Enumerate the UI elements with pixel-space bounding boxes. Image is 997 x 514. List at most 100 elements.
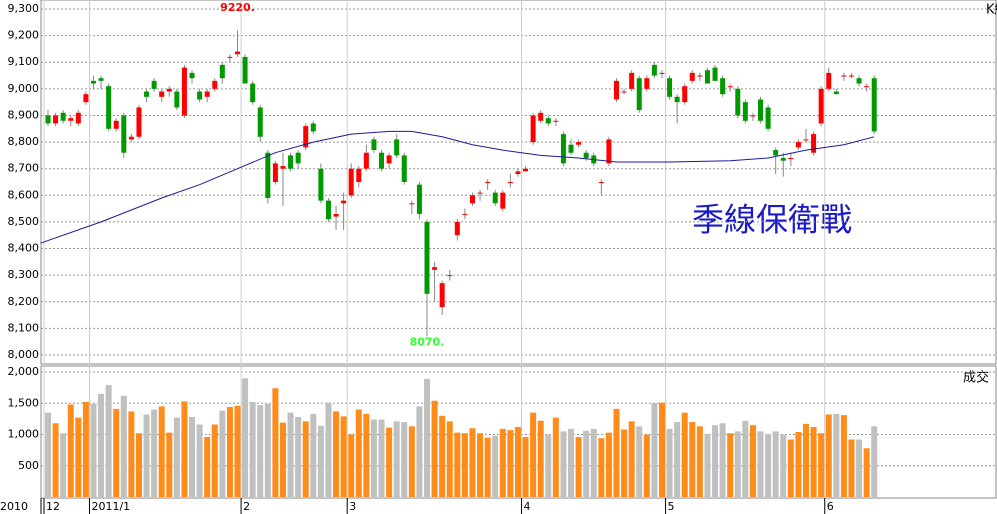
- candle-body: [439, 283, 445, 308]
- candle-body: [477, 192, 483, 194]
- candle-body: [325, 200, 331, 220]
- volume-bar: [666, 428, 673, 497]
- candle-body: [113, 120, 119, 129]
- y-tick-label: 8,300: [8, 268, 40, 281]
- x-tick-label: 3: [349, 500, 356, 513]
- y-tick-label: 9,000: [8, 82, 40, 95]
- volume-bar: [317, 425, 324, 497]
- volume-bar: [795, 432, 802, 497]
- candle-body: [151, 80, 157, 89]
- candle-body: [90, 80, 96, 84]
- candle-body: [492, 192, 498, 204]
- candle-body: [303, 126, 309, 148]
- candle-body: [606, 139, 612, 164]
- candle-body: [871, 78, 877, 132]
- candle-body: [219, 64, 225, 79]
- candle-body: [636, 78, 642, 111]
- candle-body: [288, 155, 294, 169]
- volume-bar: [605, 432, 612, 497]
- volume-bar: [226, 407, 233, 497]
- volume-bar: [287, 412, 294, 497]
- volume-bar: [348, 434, 355, 497]
- volume-bar: [643, 434, 650, 497]
- volume-bar: [461, 433, 468, 497]
- candle-body: [720, 78, 726, 95]
- candle-body: [250, 83, 256, 103]
- volume-bar: [75, 417, 82, 497]
- candle-body: [780, 158, 786, 161]
- volume-bar: [242, 378, 249, 497]
- y-tick-label: 9,100: [8, 55, 40, 68]
- volume-bar: [378, 419, 385, 497]
- candle-body: [212, 80, 218, 89]
- candle-body: [765, 107, 771, 129]
- y-tick-label: 8,700: [8, 162, 40, 175]
- volume-bar: [492, 435, 499, 497]
- volume-bar: [416, 406, 423, 497]
- volume-bar: [514, 427, 521, 497]
- y-tick-label: 8,900: [8, 108, 40, 121]
- y-tick-label: 8,800: [8, 135, 40, 148]
- volume-bar: [575, 437, 582, 497]
- annotation: 9220.: [220, 1, 255, 14]
- volume-bar: [613, 408, 620, 497]
- volume-bar: [204, 437, 211, 497]
- x-tick-label: 6: [827, 500, 834, 513]
- candle-body: [583, 152, 589, 159]
- volume-bar: [856, 439, 863, 497]
- volume-tick-label: 1,500: [8, 396, 40, 409]
- candle-body: [356, 168, 362, 182]
- candle-body: [704, 70, 710, 84]
- volume-bar: [439, 415, 446, 497]
- candle-body: [545, 118, 551, 124]
- volume-bar: [393, 421, 400, 497]
- candle-body: [272, 163, 278, 182]
- candle-body: [75, 112, 81, 124]
- volume-bar: [833, 413, 840, 497]
- volume-bar: [696, 426, 703, 497]
- y-tick-label: 8,000: [8, 348, 40, 361]
- candle-body: [689, 72, 695, 81]
- candle-body: [371, 139, 377, 151]
- candle-body: [758, 99, 764, 121]
- volume-bar: [158, 406, 165, 497]
- volume-bar: [166, 432, 173, 497]
- candle-body: [128, 136, 134, 140]
- candle-body: [576, 142, 582, 145]
- volume-bar: [681, 412, 688, 497]
- volume-bar: [333, 411, 340, 497]
- candle-body: [523, 168, 529, 172]
- candle-body: [568, 144, 574, 153]
- candle-body: [416, 184, 422, 214]
- candle-body: [379, 152, 385, 169]
- volume-bar: [196, 424, 203, 497]
- volume-bar: [658, 402, 665, 497]
- candle-body: [181, 67, 187, 116]
- candle-body: [386, 155, 392, 164]
- candle-body: [144, 91, 150, 97]
- volume-bar: [568, 428, 575, 497]
- volume-bar: [621, 429, 628, 497]
- volume-bar: [636, 426, 643, 497]
- volume-bar: [151, 409, 158, 497]
- candle-body: [45, 115, 51, 124]
- candle-body: [394, 139, 400, 156]
- volume-bar: [780, 434, 787, 497]
- candle-body: [447, 275, 453, 277]
- volume-bar: [60, 433, 67, 497]
- volume-bar: [279, 422, 286, 497]
- volume-bar: [454, 432, 461, 497]
- volume-bar: [537, 420, 544, 497]
- volume-bar: [355, 409, 362, 497]
- candle-body: [121, 115, 127, 153]
- volume-bar: [772, 431, 779, 497]
- volume-bar: [863, 448, 870, 497]
- candle-body: [803, 139, 809, 141]
- candle-body: [280, 166, 286, 169]
- candle-body: [68, 118, 74, 121]
- volume-bar: [67, 404, 74, 497]
- volume-bar: [742, 420, 749, 497]
- volume-bar: [272, 388, 279, 497]
- volume-bar: [530, 412, 537, 497]
- candle-body: [841, 75, 847, 77]
